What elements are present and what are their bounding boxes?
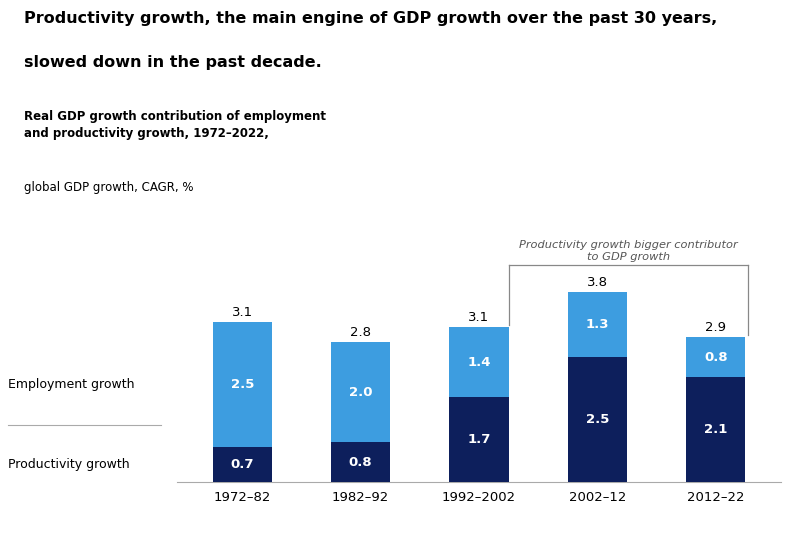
Text: 3.1: 3.1 [469,311,489,324]
Text: 2.0: 2.0 [349,386,373,399]
Text: 1.7: 1.7 [467,433,491,446]
Bar [686,337,745,377]
Bar [213,322,272,447]
Text: 2.9: 2.9 [705,321,726,334]
Bar [331,442,390,482]
Text: 1.3: 1.3 [585,318,609,331]
Bar [686,377,745,482]
Text: 2.5: 2.5 [586,413,609,426]
Text: 3.8: 3.8 [587,276,608,289]
Text: 2.1: 2.1 [704,423,728,436]
Text: 2.8: 2.8 [350,326,371,339]
Text: Employment growth: Employment growth [8,378,134,391]
Bar [568,292,627,357]
Bar [213,447,272,482]
Text: Productivity growth: Productivity growth [8,458,130,471]
Text: slowed down in the past decade.: slowed down in the past decade. [24,55,322,70]
Text: Productivity growth, the main engine of GDP growth over the past 30 years,: Productivity growth, the main engine of … [24,11,717,26]
Text: 3.1: 3.1 [232,306,253,318]
Text: 0.7: 0.7 [230,458,254,471]
Text: 0.8: 0.8 [704,351,728,364]
Text: 1.4: 1.4 [467,356,491,369]
Bar [449,397,509,482]
Bar [331,342,390,442]
Bar [449,327,509,397]
Text: Real GDP growth contribution of employment
and productivity growth, 1972–2022,: Real GDP growth contribution of employme… [24,110,326,140]
Text: 2.5: 2.5 [230,378,254,391]
Text: global GDP growth, CAGR, %: global GDP growth, CAGR, % [24,181,194,194]
Bar [568,357,627,482]
Text: 0.8: 0.8 [349,456,373,469]
Text: Productivity growth bigger contributor
to GDP growth: Productivity growth bigger contributor t… [519,239,737,262]
